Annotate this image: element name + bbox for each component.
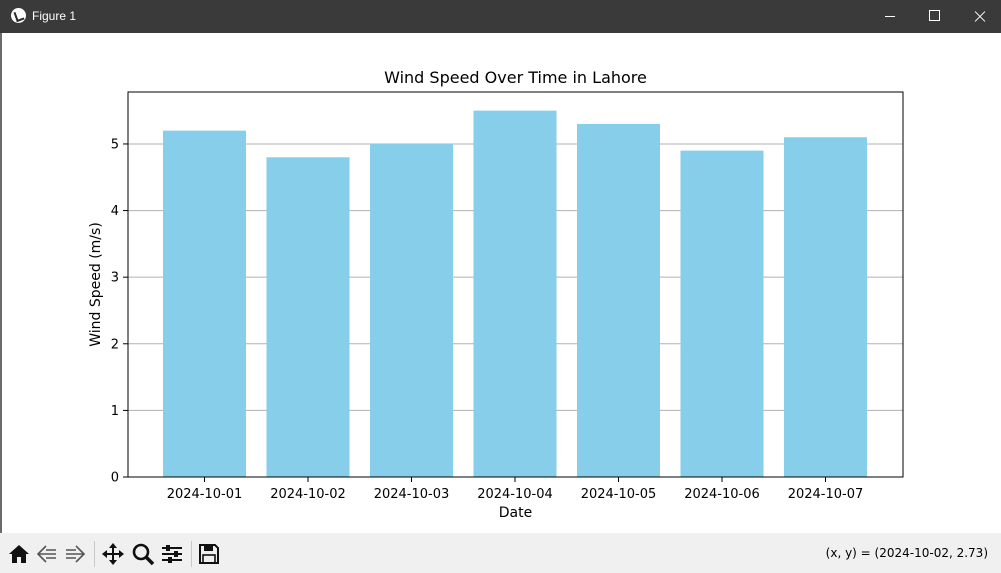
pan-icon[interactable]: [100, 541, 126, 567]
bar: [370, 143, 453, 477]
y-tick-label: 0: [111, 471, 119, 486]
chart-canvas[interactable]: 0 1 2 3 4 5 2024-10-01 2024-10-02 2024-10-03 2024…: [0, 33, 1001, 533]
x-tick-label: 2024-10-07: [788, 487, 864, 502]
y-tick-label: 2: [111, 337, 119, 352]
cursor-coordinates: (x, y) = (2024-10-02, 2.73): [825, 546, 988, 560]
x-tick-label: 2024-10-05: [581, 487, 657, 502]
bar: [680, 150, 764, 477]
y-tick-label: 3: [111, 271, 119, 286]
y-tick-label: 4: [111, 204, 119, 219]
x-tick-label: 2024-10-01: [167, 487, 243, 502]
bar: [163, 130, 246, 477]
chart-title: Wind Speed Over Time in Lahore: [384, 68, 647, 87]
matplotlib-app-icon: [11, 8, 26, 23]
forward-icon[interactable]: [62, 541, 88, 567]
maximize-button[interactable]: [911, 0, 957, 33]
y-axis-label: Wind Speed (m/s): [88, 222, 104, 347]
bar: [473, 110, 557, 478]
x-tick-label: 2024-10-03: [374, 487, 450, 502]
toolbar-separator: [94, 541, 95, 567]
x-tick-label: 2024-10-06: [684, 487, 760, 502]
bar: [577, 123, 660, 477]
x-tick-label: 2024-10-02: [270, 487, 346, 502]
home-icon[interactable]: [6, 541, 32, 567]
toolbar-separator: [191, 541, 192, 567]
x-tick-label: 2024-10-04: [477, 487, 553, 502]
minimize-button[interactable]: [866, 0, 912, 33]
save-icon[interactable]: [196, 541, 222, 567]
navigation-toolbar: (x, y) = (2024-10-02, 2.73): [0, 533, 1001, 573]
y-tick-label: 1: [111, 404, 119, 419]
y-tick-label: 5: [111, 137, 119, 152]
bar: [266, 157, 350, 477]
bar: [784, 137, 867, 477]
back-icon[interactable]: [34, 541, 60, 567]
window-titlebar: Figure 1: [0, 0, 1001, 33]
close-button[interactable]: [956, 0, 1001, 33]
window-title: Figure 1: [32, 9, 77, 23]
window-left-border: [0, 33, 2, 533]
x-axis-label: Date: [499, 505, 532, 521]
zoom-icon[interactable]: [130, 541, 156, 567]
configure-subplots-icon[interactable]: [159, 541, 185, 567]
